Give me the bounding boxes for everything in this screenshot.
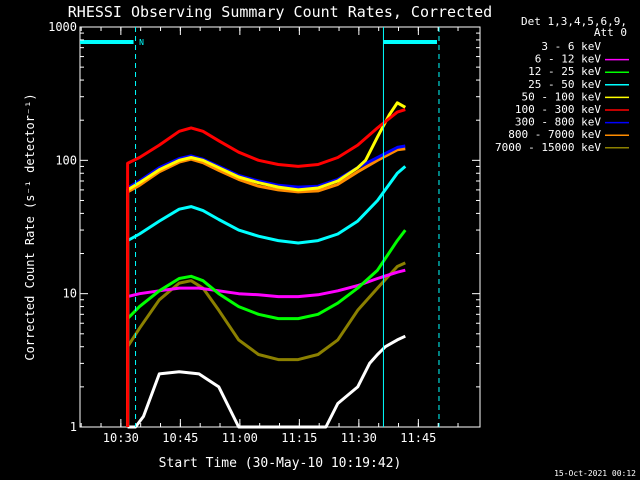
x-tick-label: 11:30: [341, 431, 377, 445]
flag-bar: [383, 40, 437, 44]
series-line: [126, 229, 407, 427]
legend-header: Det 1,3,4,5,6,9,: [521, 15, 627, 28]
series-line: [126, 147, 406, 427]
legend-entry-label: 50 - 100 keV: [522, 90, 602, 103]
y-tick-label: 10: [63, 287, 77, 301]
series-line: [126, 101, 407, 427]
x-tick-label: 11:45: [400, 431, 436, 445]
timestamp: 15-Oct-2021 00:12: [554, 469, 636, 478]
y-tick-label: 1: [70, 420, 77, 434]
x-tick-label: 11:15: [281, 431, 317, 445]
y-tick-label: 1000: [48, 20, 77, 34]
x-tick-label: 11:00: [222, 431, 258, 445]
y-tick-label: 100: [55, 153, 77, 167]
legend-entry-label: 7000 - 15000 keV: [495, 141, 601, 154]
legend-entry-label: 6 - 12 keV: [535, 53, 602, 66]
legend-entry-label: 100 - 300 keV: [515, 103, 601, 116]
x-tick-label: 10:30: [103, 431, 139, 445]
flag-label: N: [139, 38, 144, 47]
legend-entry-label: 3 - 6 keV: [541, 40, 601, 53]
axis-layer: 1 10 100 1000 10:30 10:45 11:00 11:15 11:30 11:45: [48, 20, 480, 445]
series-layer: [126, 101, 407, 429]
marker-layer: N: [80, 27, 440, 427]
series-line: [126, 108, 406, 427]
legend-entry-label: 12 - 25 keV: [528, 65, 601, 78]
x-tick-label: 10:45: [162, 431, 198, 445]
series-line: [127, 334, 406, 429]
x-axis-label: Start Time (30-May-10 10:19:42): [159, 456, 402, 471]
series-line: [126, 261, 406, 427]
chart-title: RHESSI Observing Summary Count Rates, Co…: [68, 3, 492, 21]
flag-bar: [80, 40, 134, 44]
series-line: [126, 165, 407, 427]
legend-header: Att 0: [594, 26, 627, 39]
legend-entry-label: 800 - 7000 keV: [508, 128, 601, 141]
y-axis-label: Corrected Count Rate (s⁻¹ detector⁻¹): [23, 93, 37, 360]
legend-entry-label: 25 - 50 keV: [528, 78, 601, 91]
legend-entry-label: 300 - 800 keV: [515, 116, 601, 129]
